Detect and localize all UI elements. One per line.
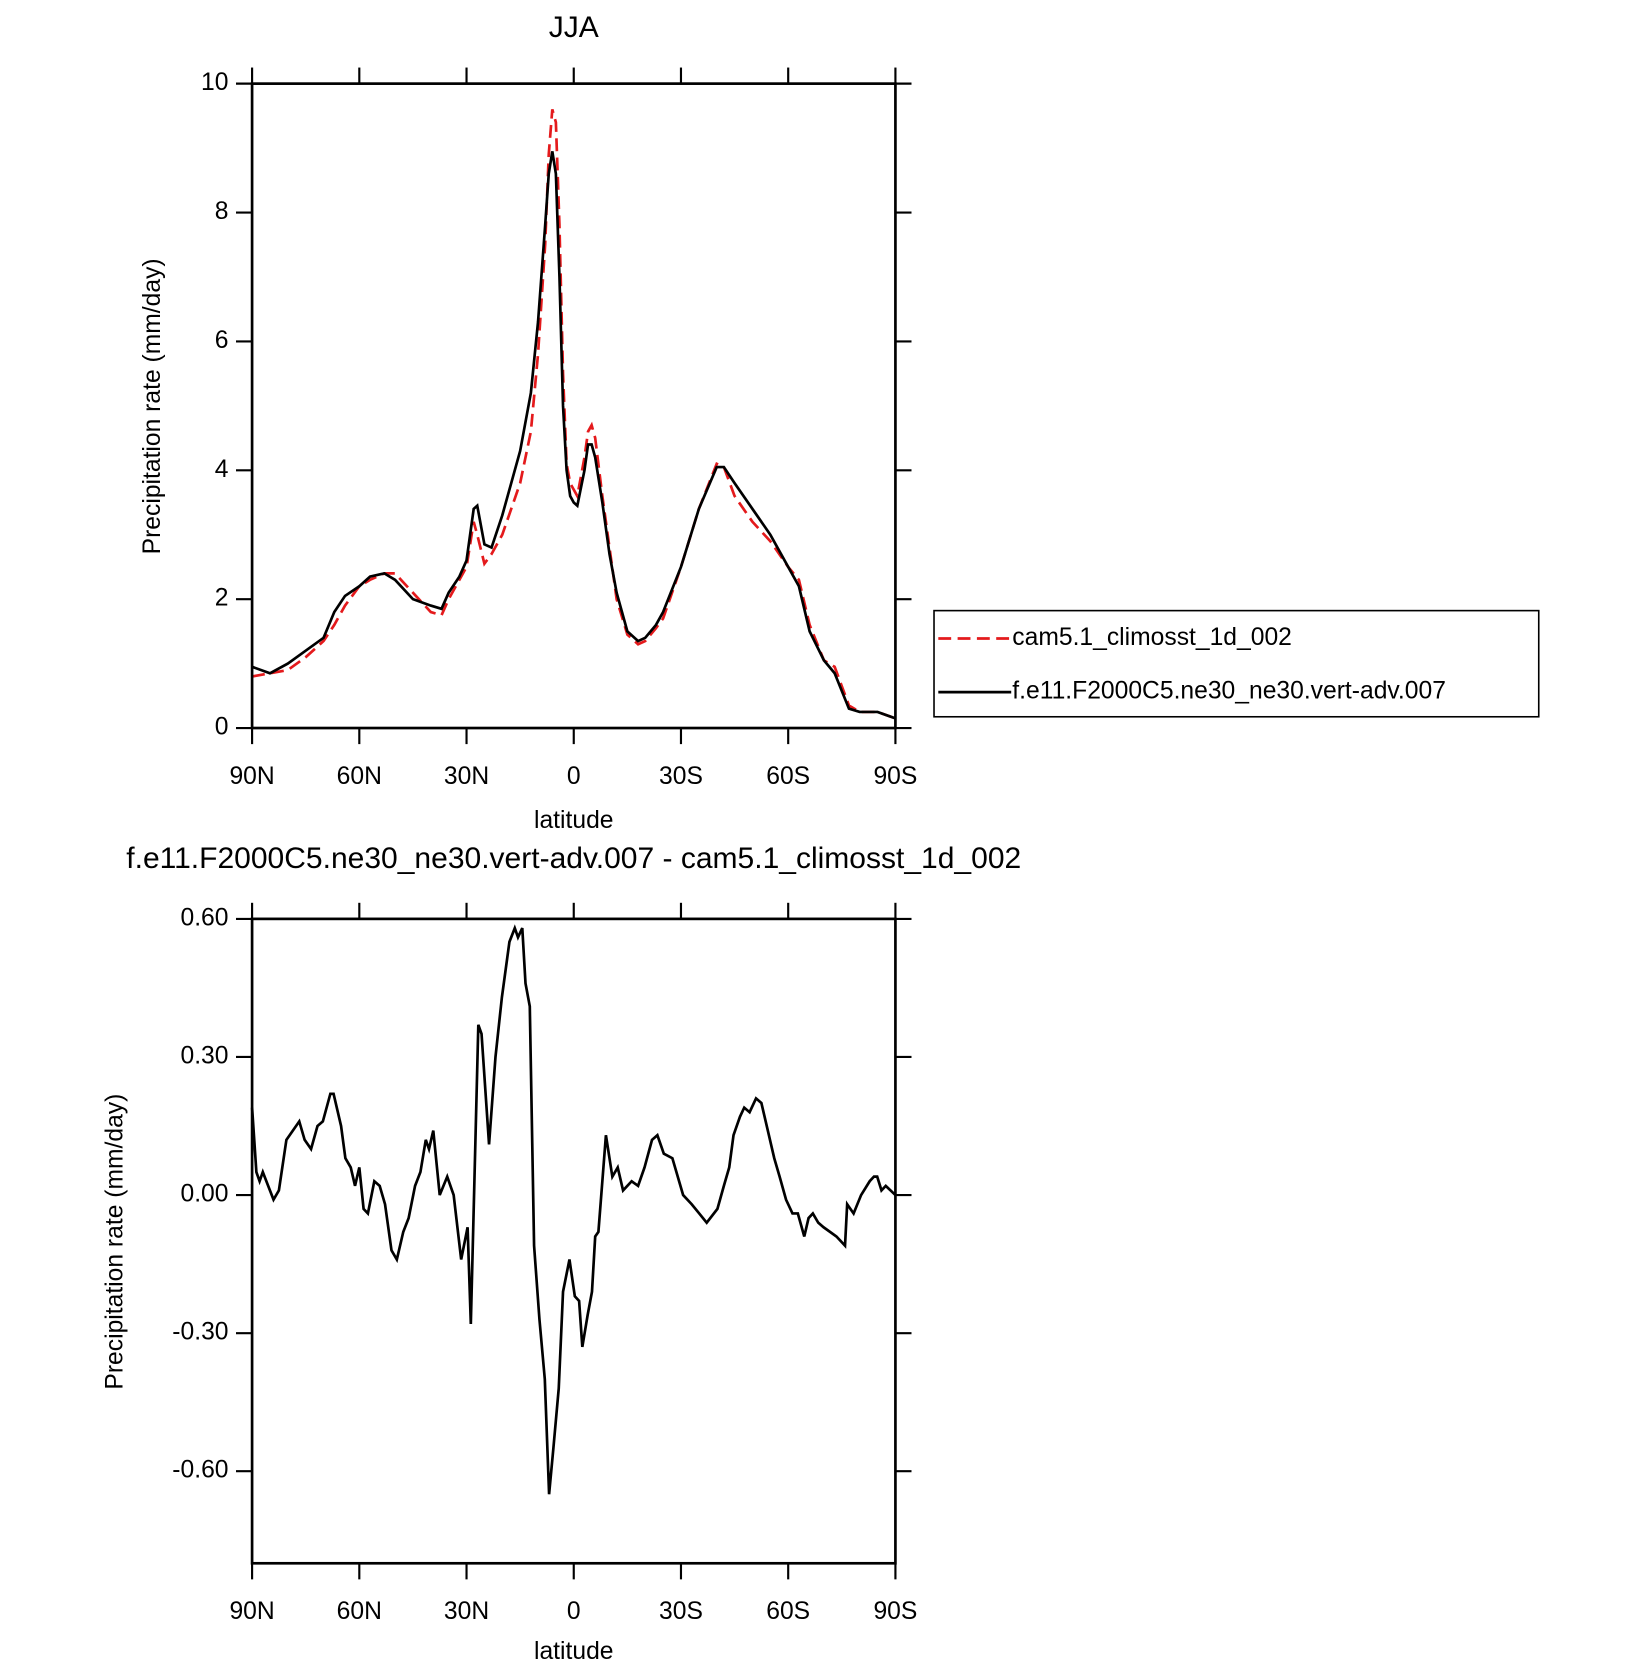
- x-tick-label: 30S: [659, 1598, 703, 1625]
- x-tick-label: 60S: [766, 1598, 810, 1625]
- plot-frame: [250, 917, 897, 1565]
- x-axis-label: latitude: [534, 1638, 614, 1663]
- y-axis-label: Precipitation rate (mm/day): [101, 1094, 128, 1390]
- x-tick-label: 90N: [229, 1598, 274, 1625]
- x-tick-label: 0: [567, 763, 581, 790]
- data-line: [251, 151, 896, 720]
- x-tick-label: 60N: [337, 1598, 382, 1625]
- x-axis-label: latitude: [534, 807, 614, 834]
- x-tick-label: 60S: [766, 763, 810, 790]
- legend-label: f.e11.F2000C5.ne30_ne30.vert-adv.007: [1012, 678, 1446, 705]
- y-tick-label: -0.60: [172, 1457, 228, 1484]
- chart-title: JJA: [549, 11, 599, 44]
- y-tick-label: 8: [215, 198, 229, 225]
- data-line: [251, 109, 896, 720]
- legend-box: [933, 609, 1540, 718]
- x-tick-label: 0: [567, 1598, 581, 1625]
- x-tick-label: 30N: [444, 1598, 489, 1625]
- legend-label: cam5.1_climosst_1d_002: [1012, 624, 1292, 651]
- y-tick-label: 0: [215, 714, 229, 741]
- chart-title: f.e11.F2000C5.ne30_ne30.vert-adv.007 - c…: [126, 842, 1021, 875]
- y-tick-label: 0.30: [181, 1042, 229, 1069]
- x-tick-label: 90S: [873, 763, 917, 790]
- x-tick-label: 90S: [873, 1598, 917, 1625]
- y-tick-label: 2: [215, 585, 229, 612]
- y-axis-label: Precipitation rate (mm/day): [139, 258, 166, 554]
- x-tick-label: 90N: [229, 763, 274, 790]
- y-tick-label: -0.30: [172, 1319, 228, 1346]
- y-tick-label: 10: [201, 69, 228, 96]
- x-tick-label: 60N: [337, 763, 382, 790]
- x-tick-label: 30N: [444, 763, 489, 790]
- x-tick-label: 30S: [659, 763, 703, 790]
- data-line: [250, 924, 897, 1495]
- y-tick-label: 0.00: [181, 1181, 229, 1208]
- y-tick-label: 4: [215, 456, 229, 483]
- y-tick-label: 6: [215, 327, 229, 354]
- y-tick-label: 0.60: [181, 904, 229, 931]
- plot-frame: [250, 82, 897, 730]
